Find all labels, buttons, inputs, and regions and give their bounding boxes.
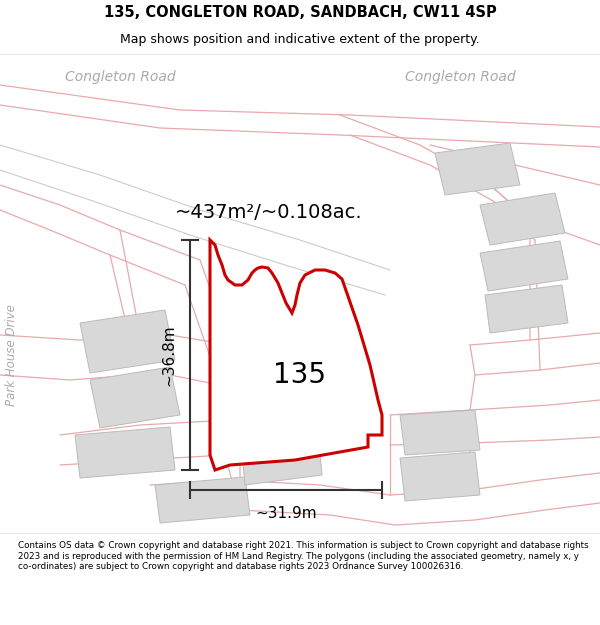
Polygon shape <box>155 477 250 523</box>
Text: Contains OS data © Crown copyright and database right 2021. This information is : Contains OS data © Crown copyright and d… <box>18 541 589 571</box>
Text: ~31.9m: ~31.9m <box>255 506 317 521</box>
Text: ~437m²/~0.108ac.: ~437m²/~0.108ac. <box>175 204 362 222</box>
Polygon shape <box>485 285 568 333</box>
Polygon shape <box>75 427 175 478</box>
Text: ~36.8m: ~36.8m <box>161 324 176 386</box>
Polygon shape <box>80 310 175 373</box>
Polygon shape <box>435 143 520 195</box>
Polygon shape <box>480 241 568 291</box>
Text: Park House Drive: Park House Drive <box>5 304 19 406</box>
Polygon shape <box>480 193 565 245</box>
Polygon shape <box>400 410 480 455</box>
Text: Congleton Road: Congleton Road <box>65 70 175 84</box>
Polygon shape <box>238 400 322 485</box>
Text: 135: 135 <box>274 361 326 389</box>
Text: 135, CONGLETON ROAD, SANDBACH, CW11 4SP: 135, CONGLETON ROAD, SANDBACH, CW11 4SP <box>104 4 496 19</box>
Polygon shape <box>90 367 180 428</box>
Text: Congleton Road: Congleton Road <box>404 70 515 84</box>
Polygon shape <box>210 240 382 470</box>
Polygon shape <box>400 452 480 501</box>
Polygon shape <box>230 325 318 405</box>
Text: Map shows position and indicative extent of the property.: Map shows position and indicative extent… <box>120 33 480 46</box>
